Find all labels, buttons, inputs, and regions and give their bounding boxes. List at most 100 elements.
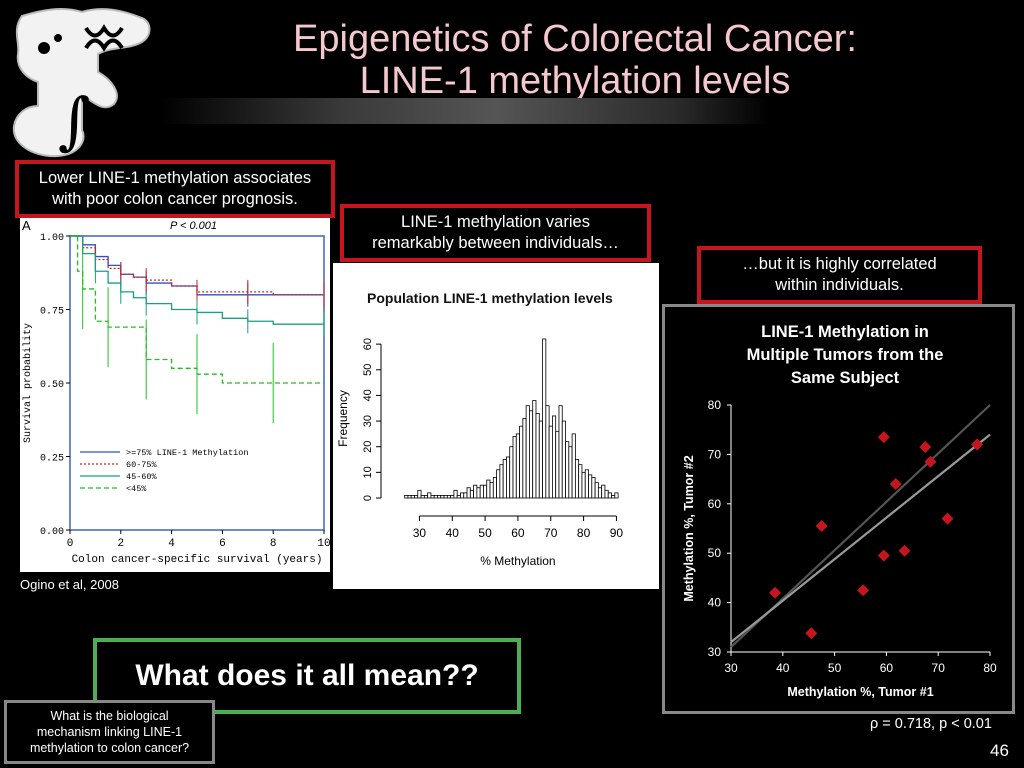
scatter-point [805, 627, 818, 640]
histogram-bar [581, 471, 586, 499]
histogram-bar [591, 477, 596, 499]
histogram-bar [414, 495, 419, 499]
histogram-bar [525, 405, 530, 499]
scatter-title-line-2: Multiple Tumors from the [747, 346, 944, 364]
callout-correlation: …but it is highly correlated within indi… [697, 246, 982, 304]
x-tick-label: 80 [577, 526, 591, 540]
title-line-2: LINE-1 methylation levels [359, 60, 791, 102]
x-tick-label: 0 [67, 538, 74, 550]
histogram-bar [479, 484, 484, 499]
histogram-bar [558, 405, 563, 499]
callout-prognosis-line-2: with poor colon cancer prognosis. [52, 190, 298, 208]
y-tick-label: 1.00 [40, 233, 64, 244]
x-tick-label: 50 [478, 526, 492, 540]
histogram-bar [571, 433, 576, 499]
histogram-bar [515, 433, 520, 499]
histogram-bar [410, 495, 415, 499]
x-tick-label: 80 [983, 661, 997, 675]
histogram-bar [463, 492, 468, 499]
survival-chart: A P < 0.001 0 2 4 6 8 10 0.00 0.25 0.50 0.75 1.00 Col… [22, 218, 331, 566]
x-axis-label: % Methylation [480, 554, 555, 568]
slide-title: Epigenetics of Colorectal Cancer: LINE-1… [240, 18, 910, 102]
x-tick-label: 10 [317, 538, 330, 550]
regression-line-1 [730, 433, 991, 643]
y-tick-label: 30 [708, 645, 722, 659]
y-tick-label: 30 [362, 415, 374, 427]
histogram-bar [532, 400, 537, 499]
svg-text:∫: ∫ [58, 84, 90, 157]
x-tick-label: 4 [168, 538, 175, 550]
histogram-bar [460, 492, 465, 499]
histogram-bar [601, 484, 606, 499]
histogram-bar [512, 436, 517, 499]
y-tick-label: 80 [708, 398, 722, 412]
y-tick-label: 50 [708, 546, 722, 560]
x-tick-label: 90 [610, 526, 624, 540]
histogram-bar [492, 477, 497, 499]
scatter-point [971, 438, 984, 451]
histogram-panel: Population LINE-1 methylation levels 30 40… [333, 263, 659, 589]
histogram-bar [417, 489, 422, 499]
histogram-bar [430, 495, 435, 499]
histogram-bar [506, 456, 511, 499]
mechanism-line-2: mechanism linking LINE-1 [36, 725, 183, 739]
y-axis-label: Survival probability [22, 323, 34, 443]
histogram-bar [545, 405, 550, 499]
histogram-bar [446, 495, 452, 499]
x-tick-label: 40 [446, 526, 460, 540]
histogram-bar [542, 338, 547, 499]
scatter-point [877, 549, 890, 562]
scatter-point [815, 520, 828, 533]
histogram-bar [443, 495, 448, 499]
y-tick-label: 0 [362, 495, 374, 501]
histogram-bar [502, 459, 507, 499]
scatter-point [769, 586, 782, 599]
x-tick-label: 30 [724, 661, 738, 675]
histogram-bar [614, 492, 619, 499]
histogram-bar [423, 495, 429, 499]
p-value-annotation: P < 0.001 [170, 220, 217, 232]
callout-correlation-line-2: within individuals. [775, 276, 904, 294]
histogram-bar [440, 495, 445, 499]
callout-correlation-line-1: …but it is highly correlated [742, 255, 937, 273]
y-tick-label: 40 [362, 389, 374, 401]
histogram-bar [574, 459, 580, 499]
x-tick-label: 30 [413, 526, 427, 540]
scatter-panel: LINE-1 Methylation in Multiple Tumors fro… [662, 304, 1015, 714]
x-tick-label: 8 [270, 538, 277, 550]
histogram-bar [522, 418, 527, 499]
mechanism-line-1: What is the biological [50, 709, 169, 723]
page-number: 46 [990, 741, 1009, 760]
scatter-title-line-3: Same Subject [791, 369, 900, 387]
x-tick-label: 50 [828, 661, 842, 675]
mechanism-line-3: methylation to colon cancer? [29, 741, 190, 755]
legend-entry: 60-75% [126, 460, 158, 470]
x-tick-label: 70 [932, 661, 946, 675]
y-tick-label: 0.50 [40, 380, 64, 391]
histogram-bar [588, 474, 593, 499]
histogram-bar [538, 420, 543, 499]
histogram-bar [499, 464, 504, 499]
histogram-bar [466, 487, 471, 499]
histogram-bar [535, 412, 540, 499]
y-tick-label: 0.00 [40, 527, 64, 538]
correlation-stats: ρ = 0.718, p < 0.01 [870, 716, 992, 732]
histogram-bar [519, 425, 524, 499]
y-tick-label: 60 [362, 338, 374, 350]
scatter-point [924, 455, 937, 468]
histogram-bar [509, 446, 514, 499]
question-text: What does it all mean?? [135, 659, 479, 692]
histogram-bar [469, 489, 474, 499]
y-tick-label: 10 [362, 466, 374, 478]
citation: Ogino et al, 2008 [20, 577, 120, 592]
y-tick-label: 0.75 [40, 307, 64, 318]
histogram-bar [548, 425, 553, 499]
y-axis-label: Frequency [336, 390, 350, 447]
y-tick-label: 50 [362, 364, 374, 376]
histogram-chart: Population LINE-1 methylation levels 30 40… [336, 290, 624, 568]
histogram-bar [483, 484, 488, 499]
callout-variation-line-2: remarkably between individuals… [372, 234, 619, 252]
histogram-bar [450, 495, 455, 499]
legend-entry: <45% [126, 484, 147, 494]
callout-prognosis-line-1: Lower LINE-1 methylation associates [38, 169, 312, 187]
